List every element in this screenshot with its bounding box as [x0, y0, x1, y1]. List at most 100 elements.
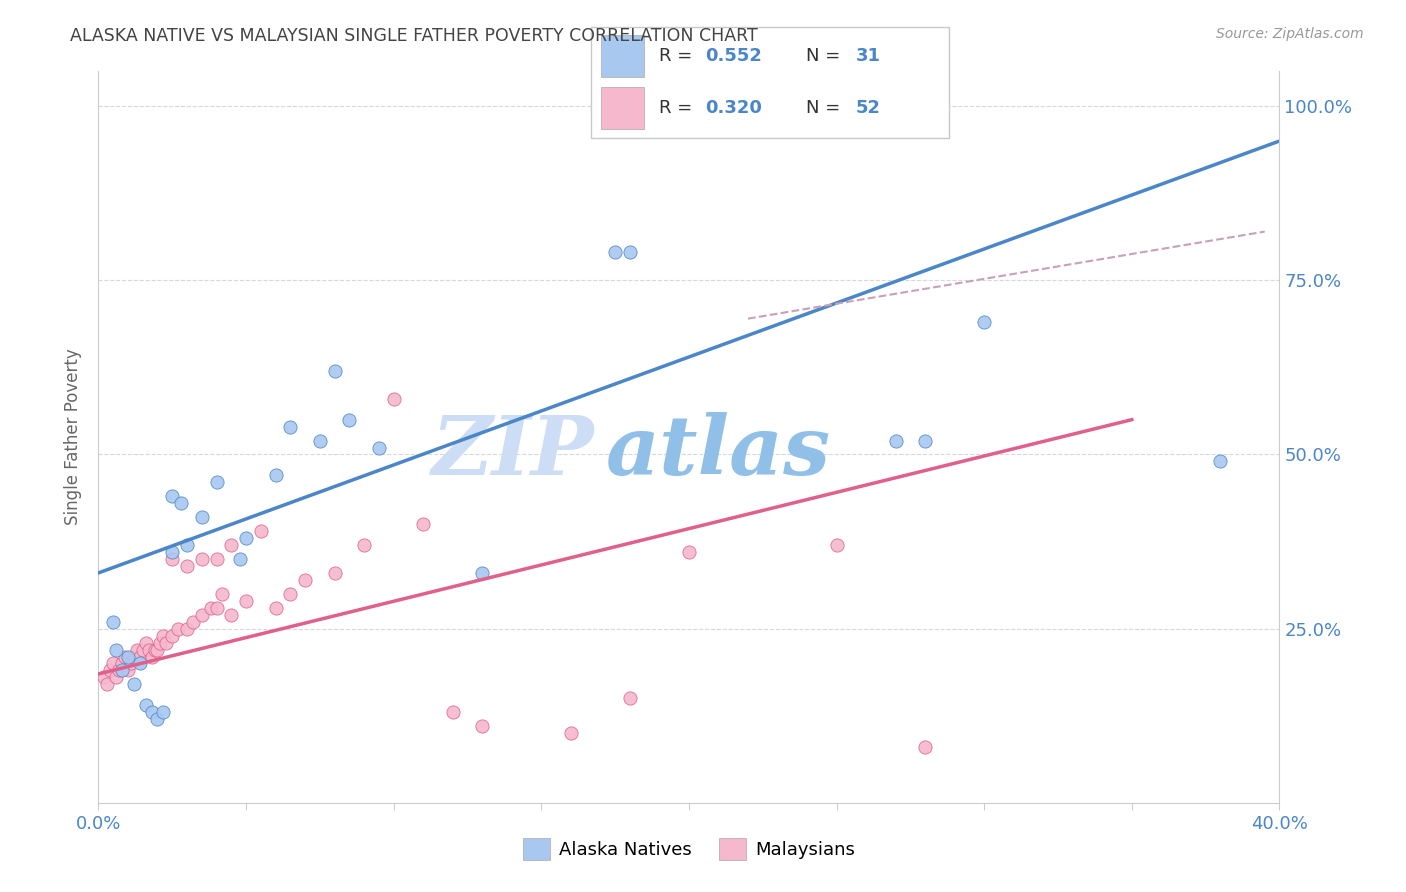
Text: Source: ZipAtlas.com: Source: ZipAtlas.com: [1216, 27, 1364, 41]
Point: [176, 538, 198, 552]
Point: [914, 740, 936, 755]
Point: [170, 496, 193, 510]
Point: [162, 545, 183, 559]
Text: ALASKA NATIVE VS MALAYSIAN SINGLE FATHER POVERTY CORRELATION CHART: ALASKA NATIVE VS MALAYSIAN SINGLE FATHER…: [70, 27, 758, 45]
Text: R =: R =: [658, 99, 697, 117]
Point: [973, 315, 995, 329]
Legend: Alaska Natives, Malaysians: Alaska Natives, Malaysians: [516, 830, 862, 867]
Point: [884, 434, 907, 448]
Point: [368, 441, 391, 455]
Point: [117, 664, 139, 678]
Point: [162, 552, 183, 566]
Text: 31: 31: [856, 46, 880, 65]
Point: [353, 538, 375, 552]
Point: [162, 489, 183, 503]
Point: [125, 642, 148, 657]
Point: [221, 607, 243, 622]
Point: [105, 670, 128, 684]
Point: [382, 392, 405, 406]
Bar: [602, 87, 644, 129]
FancyBboxPatch shape: [591, 27, 949, 138]
Point: [146, 712, 169, 726]
Point: [264, 468, 287, 483]
Point: [96, 677, 118, 691]
Point: [339, 412, 361, 426]
Point: [146, 642, 169, 657]
Point: [103, 615, 125, 629]
Point: [122, 677, 145, 691]
Point: [117, 649, 139, 664]
Point: [309, 434, 332, 448]
Text: atlas: atlas: [606, 412, 831, 491]
Point: [143, 642, 166, 657]
Point: [149, 635, 172, 649]
Point: [560, 726, 582, 740]
Point: [280, 419, 302, 434]
Point: [162, 629, 183, 643]
Point: [155, 635, 177, 649]
Point: [441, 705, 464, 719]
Point: [294, 573, 316, 587]
Point: [105, 642, 128, 657]
Point: [191, 607, 214, 622]
Point: [111, 664, 134, 678]
Point: [103, 657, 125, 671]
Point: [412, 517, 434, 532]
Point: [111, 657, 134, 671]
Y-axis label: Single Father Poverty: Single Father Poverty: [65, 349, 83, 525]
Text: N =: N =: [806, 46, 845, 65]
Point: [605, 245, 627, 260]
Point: [914, 434, 936, 448]
Point: [221, 538, 243, 552]
Point: [114, 649, 136, 664]
Point: [141, 705, 163, 719]
Text: 0.552: 0.552: [706, 46, 762, 65]
Point: [323, 566, 346, 580]
Point: [128, 649, 150, 664]
Point: [235, 531, 257, 545]
Point: [132, 642, 155, 657]
Point: [141, 649, 163, 664]
Point: [264, 600, 287, 615]
Point: [122, 649, 145, 664]
Point: [205, 600, 228, 615]
Point: [280, 587, 302, 601]
Point: [98, 664, 121, 678]
Point: [167, 622, 190, 636]
Text: 0.320: 0.320: [706, 99, 762, 117]
Text: 52: 52: [856, 99, 880, 117]
Point: [152, 705, 174, 719]
Point: [135, 698, 157, 713]
Point: [678, 545, 700, 559]
Point: [619, 691, 641, 706]
Point: [825, 538, 848, 552]
Point: [120, 657, 142, 671]
Point: [471, 566, 494, 580]
Bar: [602, 35, 644, 77]
Point: [323, 364, 346, 378]
Point: [138, 642, 160, 657]
Point: [229, 552, 252, 566]
Text: ZIP: ZIP: [432, 412, 595, 491]
Point: [619, 245, 641, 260]
Point: [93, 670, 115, 684]
Point: [205, 552, 228, 566]
Point: [235, 594, 257, 608]
Point: [135, 635, 157, 649]
Text: R =: R =: [658, 46, 697, 65]
Text: N =: N =: [806, 99, 845, 117]
Point: [200, 600, 222, 615]
Point: [108, 664, 131, 678]
Point: [191, 510, 214, 524]
Point: [176, 622, 198, 636]
Point: [191, 552, 214, 566]
Point: [128, 657, 150, 671]
Point: [176, 558, 198, 573]
Point: [152, 629, 174, 643]
Point: [1209, 454, 1232, 468]
Point: [471, 719, 494, 733]
Point: [205, 475, 228, 490]
Point: [211, 587, 233, 601]
Point: [250, 524, 273, 538]
Point: [181, 615, 204, 629]
